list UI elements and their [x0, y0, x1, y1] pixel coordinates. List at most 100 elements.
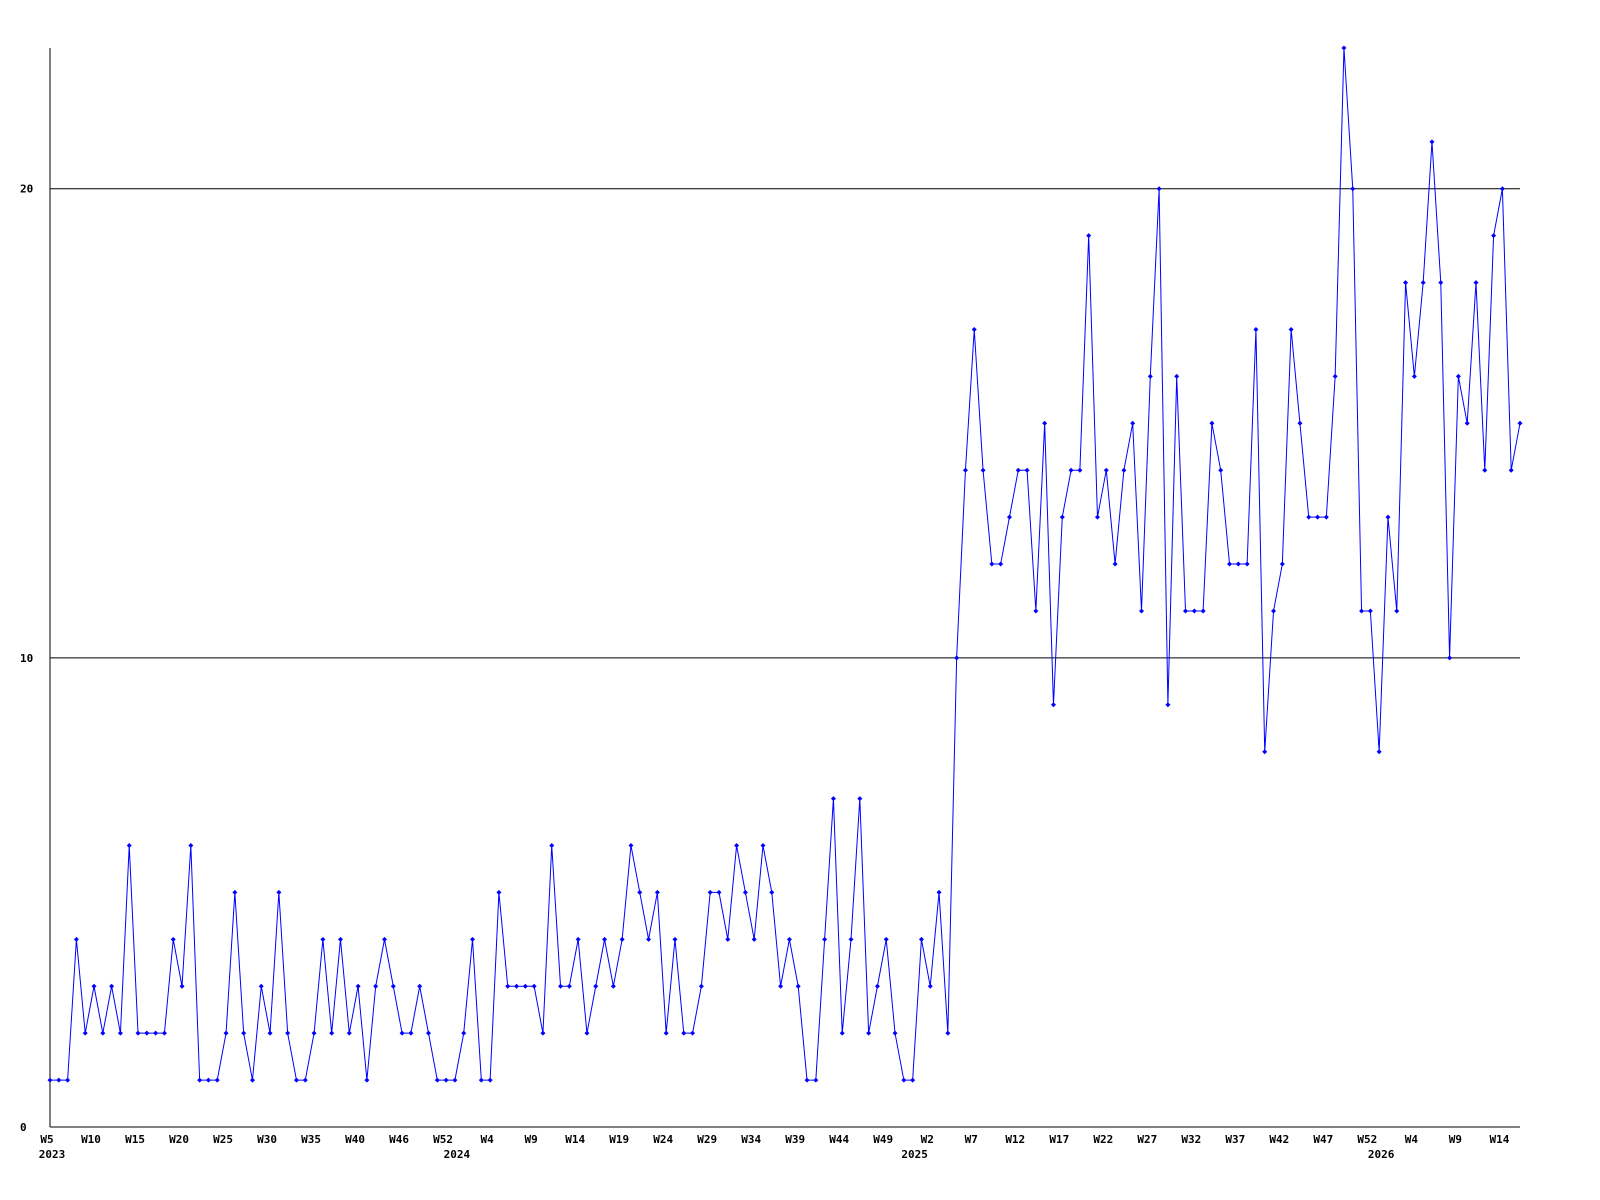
point-marker: [1482, 467, 1488, 473]
point-marker: [707, 889, 713, 895]
point-marker: [82, 1030, 88, 1036]
x-tick-label: W30: [257, 1133, 277, 1146]
point-marker: [954, 655, 960, 661]
point-marker: [47, 1077, 53, 1083]
point-marker: [1499, 186, 1505, 192]
point-marker: [1306, 514, 1312, 520]
point-marker: [716, 889, 722, 895]
point-marker: [1165, 702, 1171, 708]
point-marker: [883, 936, 889, 942]
x-tick-label: W14: [1489, 1133, 1509, 1146]
x-tick-label: W10: [81, 1133, 101, 1146]
point-marker: [1517, 420, 1523, 426]
point-marker: [654, 889, 660, 895]
point-marker: [566, 983, 572, 989]
x-tick-label: W42: [1269, 1133, 1289, 1146]
point-marker: [1420, 280, 1426, 286]
point-marker: [1288, 326, 1294, 332]
point-marker: [170, 936, 176, 942]
x-tick-label: W29: [697, 1133, 717, 1146]
y-tick-label: 20: [20, 183, 33, 196]
point-marker: [1156, 186, 1162, 192]
point-marker: [531, 983, 537, 989]
point-marker: [1367, 608, 1373, 614]
point-marker: [1341, 45, 1347, 51]
x-tick-label: W20: [169, 1133, 189, 1146]
point-marker: [1235, 561, 1241, 567]
x-tick-label: W46: [389, 1133, 409, 1146]
point-marker: [1491, 233, 1497, 239]
point-marker: [540, 1030, 546, 1036]
point-marker: [971, 326, 977, 332]
point-marker: [505, 983, 511, 989]
point-marker: [197, 1077, 203, 1083]
point-marker: [522, 983, 528, 989]
x-tick-label: W14: [565, 1133, 585, 1146]
point-marker: [901, 1077, 907, 1083]
x-tick-label: W17: [1049, 1133, 1069, 1146]
point-marker: [65, 1077, 71, 1083]
point-marker: [1332, 373, 1338, 379]
point-marker: [1094, 514, 1100, 520]
point-marker: [593, 983, 599, 989]
point-marker: [874, 983, 880, 989]
point-marker: [778, 983, 784, 989]
point-marker: [1042, 420, 1048, 426]
point-marker: [646, 936, 652, 942]
point-marker: [232, 889, 238, 895]
point-marker: [1262, 749, 1268, 755]
point-marker: [742, 889, 748, 895]
point-marker: [857, 796, 863, 802]
point-marker: [337, 936, 343, 942]
point-marker: [936, 889, 942, 895]
point-marker: [1200, 608, 1206, 614]
x-tick-label: W4: [1405, 1133, 1419, 1146]
point-marker: [1473, 280, 1479, 286]
point-marker: [1350, 186, 1356, 192]
point-marker: [795, 983, 801, 989]
point-marker: [822, 936, 828, 942]
point-marker: [1006, 514, 1012, 520]
x-tick-label: W2: [921, 1133, 934, 1146]
point-marker: [1508, 467, 1514, 473]
x-year-label: 2023: [39, 1148, 66, 1161]
point-marker: [1394, 608, 1400, 614]
point-marker: [135, 1030, 141, 1036]
point-marker: [681, 1030, 687, 1036]
point-marker: [989, 561, 995, 567]
x-tick-label: W9: [1449, 1133, 1462, 1146]
point-marker: [637, 889, 643, 895]
point-marker: [1429, 139, 1435, 145]
point-marker: [549, 843, 555, 849]
point-marker: [628, 843, 634, 849]
point-marker: [73, 936, 79, 942]
point-marker: [1024, 467, 1030, 473]
point-marker: [1033, 608, 1039, 614]
x-tick-label: W19: [609, 1133, 629, 1146]
point-marker: [813, 1077, 819, 1083]
point-marker: [311, 1030, 317, 1036]
point-marker: [320, 936, 326, 942]
x-tick-label: W49: [873, 1133, 893, 1146]
point-marker: [1086, 233, 1092, 239]
point-marker: [1015, 467, 1021, 473]
point-marker: [1209, 420, 1215, 426]
point-marker: [470, 936, 476, 942]
point-marker: [417, 983, 423, 989]
point-marker: [619, 936, 625, 942]
x-tick-label: W4: [480, 1133, 494, 1146]
point-marker: [267, 1030, 273, 1036]
point-marker: [1279, 561, 1285, 567]
point-marker: [910, 1077, 916, 1083]
point-marker: [478, 1077, 484, 1083]
point-marker: [848, 936, 854, 942]
point-marker: [408, 1030, 414, 1036]
point-marker: [1253, 326, 1259, 332]
x-tick-label: W27: [1137, 1133, 1157, 1146]
point-marker: [487, 1077, 493, 1083]
point-marker: [1438, 280, 1444, 286]
point-marker: [346, 1030, 352, 1036]
x-tick-label: W34: [741, 1133, 761, 1146]
x-tick-label: W32: [1181, 1133, 1201, 1146]
x-tick-label: W39: [785, 1133, 805, 1146]
